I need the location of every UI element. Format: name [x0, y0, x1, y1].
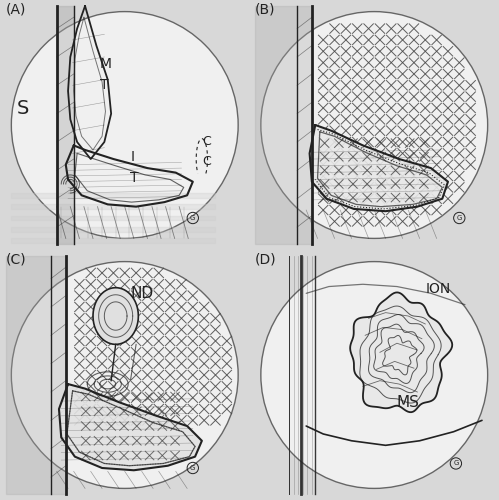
- Circle shape: [11, 262, 238, 488]
- Text: S: S: [17, 98, 29, 117]
- Polygon shape: [350, 292, 452, 412]
- Text: C: C: [202, 154, 211, 168]
- Text: G: G: [457, 215, 462, 221]
- Text: G: G: [453, 460, 459, 466]
- Text: C: C: [202, 136, 211, 148]
- Circle shape: [261, 262, 488, 488]
- Text: (D): (D): [255, 252, 277, 266]
- Polygon shape: [93, 288, 138, 344]
- Text: I: I: [130, 150, 134, 164]
- Circle shape: [261, 12, 488, 238]
- Polygon shape: [312, 125, 448, 211]
- Text: T: T: [130, 170, 139, 184]
- Text: (A): (A): [5, 2, 26, 16]
- Text: T: T: [100, 78, 108, 92]
- Text: ND: ND: [130, 286, 154, 301]
- Text: M: M: [100, 58, 112, 71]
- Text: ION: ION: [425, 282, 451, 296]
- Text: (C): (C): [5, 252, 26, 266]
- Polygon shape: [59, 384, 202, 470]
- Text: G: G: [190, 465, 196, 471]
- Text: G: G: [190, 215, 196, 221]
- Text: MS: MS: [397, 395, 420, 410]
- Text: (B): (B): [255, 2, 275, 16]
- Circle shape: [11, 12, 238, 238]
